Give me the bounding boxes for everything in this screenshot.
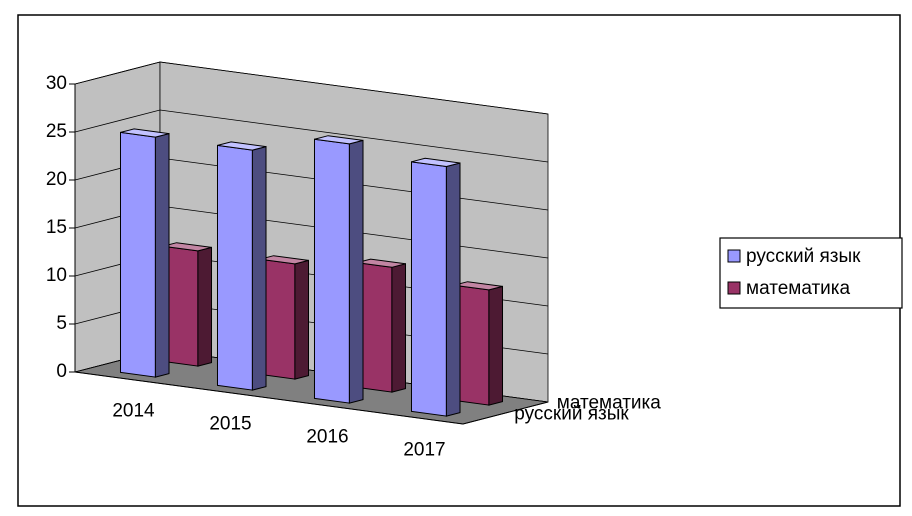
x-axis — [74, 371, 464, 425]
bar-front — [313, 138, 350, 404]
y-tick-label: 25 — [46, 121, 67, 142]
y-tick-label: 15 — [46, 217, 67, 238]
bar-side — [488, 285, 504, 406]
legend-swatch — [727, 281, 741, 295]
bar-side — [391, 263, 407, 393]
legend-label: русский язык — [746, 246, 861, 267]
bar-top — [314, 135, 364, 145]
bar-top — [162, 242, 212, 252]
bar-side — [445, 162, 461, 417]
x-tick-label: 2014 — [112, 401, 155, 422]
bar-front — [410, 161, 447, 417]
y-tick-label: 30 — [46, 73, 67, 94]
bar-side — [251, 145, 267, 391]
bar-top — [356, 258, 406, 268]
y-tick-label: 0 — [56, 361, 67, 382]
z-axis — [462, 401, 549, 425]
bar-top — [259, 255, 309, 265]
y-tick-label: 5 — [56, 313, 67, 334]
bar-front — [119, 131, 156, 378]
bar-side — [154, 132, 170, 378]
bar-top — [120, 128, 170, 138]
x-tick-label: 2015 — [209, 414, 251, 435]
bar-side — [197, 246, 213, 367]
bar-side — [294, 259, 310, 380]
depth-label: математика — [557, 393, 662, 414]
legend-label: математика — [746, 278, 851, 299]
bar-top — [453, 281, 503, 291]
bar-side — [348, 139, 364, 404]
y-tick-label: 10 — [46, 265, 67, 286]
bar-top — [217, 141, 267, 151]
y-tick-label: 20 — [46, 169, 67, 190]
grid-line — [74, 109, 549, 163]
legend-swatch — [727, 249, 741, 263]
bar-front — [216, 144, 253, 391]
depth-label: русский язык — [514, 404, 629, 425]
grid-line — [74, 61, 549, 115]
x-tick-label: 2016 — [306, 427, 348, 448]
x-tick-label: 2017 — [403, 440, 445, 461]
legend-box — [719, 237, 903, 309]
bar-top — [411, 157, 461, 168]
